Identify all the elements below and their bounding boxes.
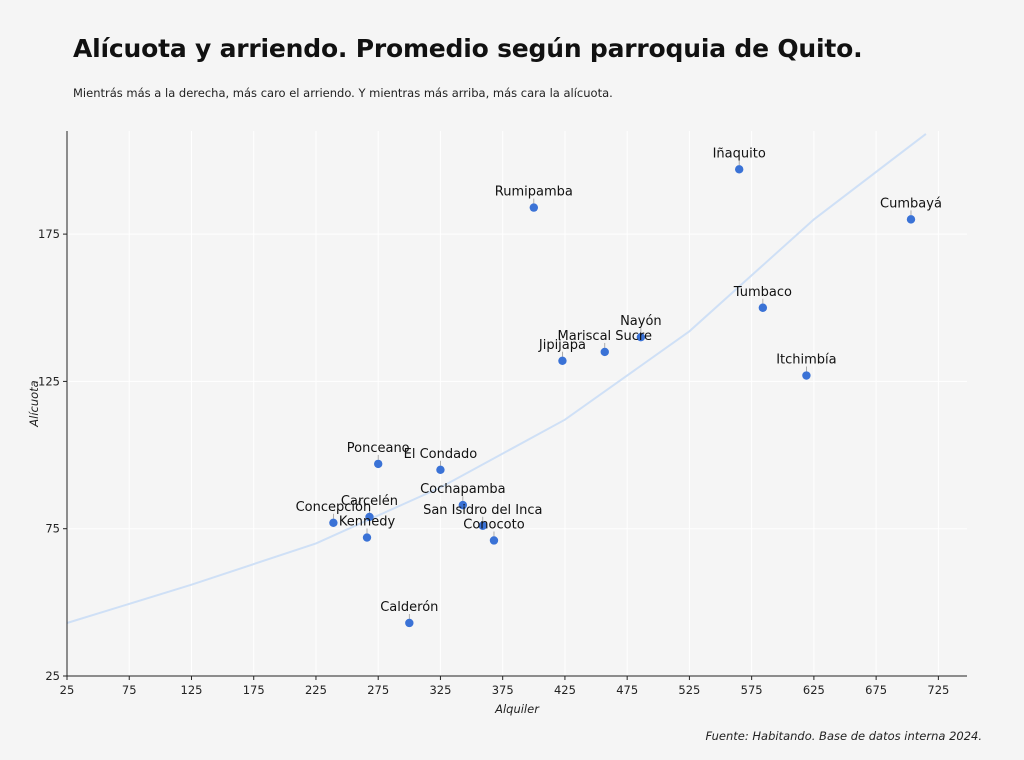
points-layer: Iñaquito Rumipamba Cumbayá Tumbaco NayónMari…: [296, 146, 942, 628]
y-tick-label: 75: [45, 522, 60, 536]
data-point: [405, 618, 414, 628]
x-tick-label: 675: [865, 683, 887, 697]
y-axis-title: Alícuota: [27, 380, 41, 427]
point-label: Cochapamba: [420, 482, 505, 497]
axis-layer: 25 75 125 175 225 275 325 375 425 475 525 575 625 675…: [38, 131, 967, 697]
trend-layer: [66, 133, 927, 624]
point-label: Ponceano: [347, 441, 410, 456]
source-caption: Fuente: Habitando. Base de datos interna…: [705, 729, 982, 743]
point-label: Tumbaco: [733, 285, 792, 300]
data-point: [529, 203, 539, 212]
point-label: Rumipamba: [495, 185, 573, 200]
data-point: [734, 165, 744, 174]
data-point: [365, 512, 374, 522]
x-tick-label: 75: [122, 683, 137, 697]
point-label: Iñaquito: [713, 146, 766, 161]
data-point: [636, 333, 646, 342]
x-tick-label: 25: [60, 683, 75, 697]
x-tick-label: 375: [492, 683, 514, 697]
point-label: El Condado: [404, 447, 478, 462]
x-tick-label: 225: [305, 683, 327, 697]
point-label: Concepción: [296, 500, 372, 515]
x-tick-label: 625: [803, 683, 825, 697]
trend-line: [66, 133, 927, 624]
data-point: [600, 347, 609, 357]
data-point: [362, 533, 372, 542]
x-tick-label: 125: [181, 683, 203, 697]
data-point: [478, 521, 487, 530]
data-point: [374, 459, 383, 469]
chart-subtitle: Mientrás más a la derecha, más caro el a…: [73, 86, 613, 100]
x-tick-label: 325: [429, 683, 451, 697]
point-label: Carcelén: [341, 494, 398, 509]
data-point: [758, 303, 768, 312]
x-tick-label: 575: [741, 683, 763, 697]
data-point: [329, 518, 338, 528]
point-label: Nayón: [620, 314, 662, 329]
y-tick-label: 125: [38, 374, 60, 388]
point-label: San Isidro del Inca: [423, 503, 542, 518]
point-label: Mariscal Sucre: [558, 329, 652, 344]
point-label: Kennedy: [339, 515, 396, 530]
chart-title: Alícuota y arriendo. Promedio según parr…: [73, 34, 863, 63]
grid-layer: [66, 131, 967, 677]
data-point: [436, 465, 445, 474]
x-tick-label: 475: [616, 683, 638, 697]
point-label: Itchimbía: [776, 353, 836, 368]
point-label: Jipijapa: [538, 338, 586, 353]
point-label: Calderón: [380, 600, 438, 615]
x-tick-label: 725: [927, 683, 949, 697]
data-point: [802, 371, 811, 380]
x-tick-label: 175: [243, 683, 265, 697]
x-axis-title: Alquiler: [494, 702, 540, 716]
data-point: [906, 215, 916, 224]
y-tick-label: 175: [38, 227, 60, 241]
data-point: [458, 500, 468, 510]
data-point: [489, 536, 499, 545]
data-point: [558, 356, 567, 365]
point-label: Conocoto: [463, 517, 524, 532]
x-tick-label: 525: [678, 683, 700, 697]
point-label: Cumbayá: [880, 196, 942, 211]
y-tick-label: 25: [45, 669, 60, 683]
x-tick-label: 275: [367, 683, 389, 697]
x-tick-label: 425: [554, 683, 576, 697]
